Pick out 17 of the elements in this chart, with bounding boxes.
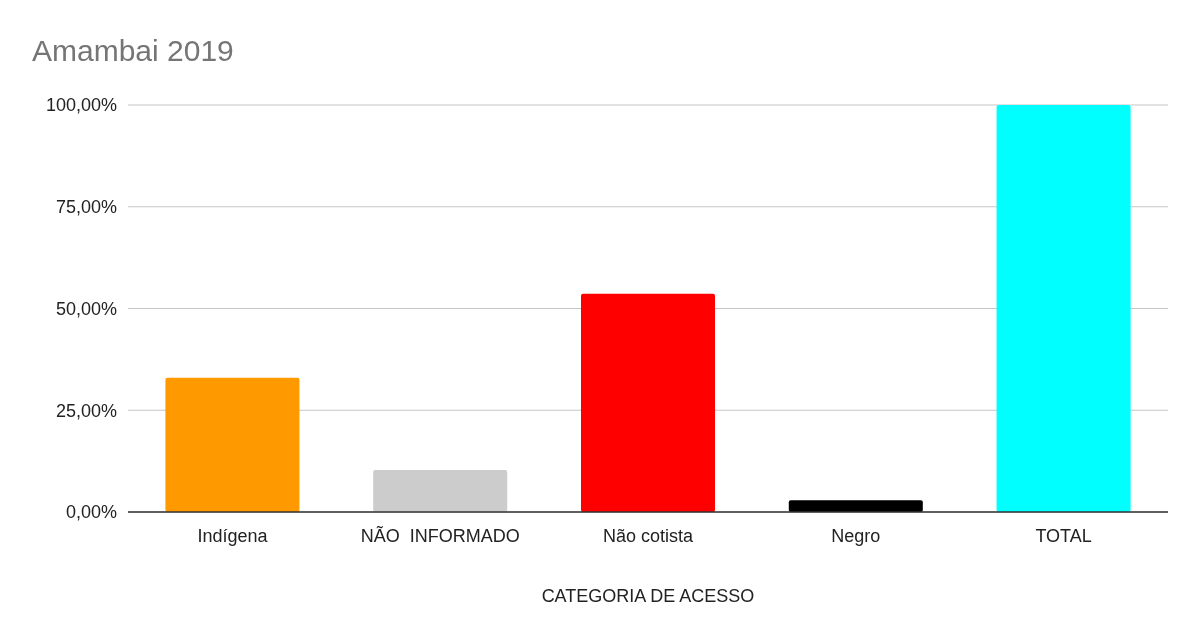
bar <box>996 105 1131 512</box>
x-tick-label: Não cotista <box>602 526 695 546</box>
y-tick-label: 25,00% <box>55 400 117 421</box>
x-tick-label: Indígena <box>197 526 269 546</box>
x-tick-label: NÃO INFORMADO <box>360 525 520 546</box>
y-tick-label: 0,00% <box>65 502 117 523</box>
y-tick-label: 100,00% <box>45 95 117 116</box>
y-tick-label: 75,00% <box>55 197 117 218</box>
bar <box>165 377 300 512</box>
x-tick-label: TOTAL <box>1035 526 1092 546</box>
y-tick-label: 50,00% <box>55 298 117 319</box>
bar <box>373 470 508 512</box>
bar <box>788 500 923 512</box>
x-axis-title: CATEGORIA DE ACESSO <box>541 586 755 606</box>
x-tick-label: Negro <box>831 526 881 546</box>
chart-title: Amambai 2019 <box>32 34 234 67</box>
bar <box>580 293 716 512</box>
